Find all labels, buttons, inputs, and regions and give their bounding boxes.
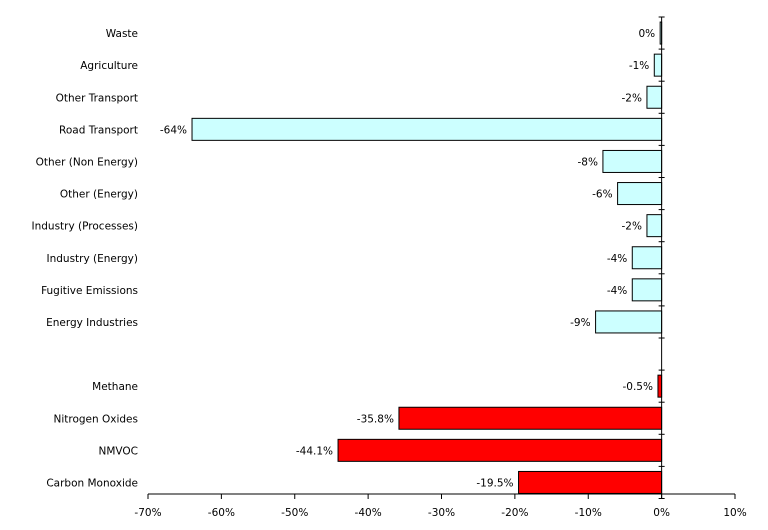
category-label-energy-industries: Energy Industries: [46, 317, 138, 329]
category-label-road-transport: Road Transport: [59, 124, 138, 136]
category-label-methane: Methane: [92, 381, 138, 393]
bar-energy-industries: [595, 310, 663, 334]
bar-road-transport: [191, 117, 663, 141]
value-tick-label: 0%: [653, 507, 670, 519]
bar-carbon-monoxide: [518, 470, 663, 494]
value-label-fugitive-emissions: -4%: [607, 285, 627, 297]
bar-nmvoc: [337, 438, 663, 462]
value-tick-label: -40%: [355, 507, 382, 519]
value-label-industry-processes: -2%: [621, 221, 641, 233]
value-tick-label: -10%: [575, 507, 602, 519]
value-label-nmvoc: -44.1%: [296, 445, 333, 457]
bar-fugitive-emissions: [631, 278, 663, 302]
value-label-other-non-energy: -8%: [577, 156, 597, 168]
category-label-carbon-monoxide: Carbon Monoxide: [46, 477, 138, 489]
bar-layer: [191, 21, 663, 494]
value-label-waste: 0%: [638, 28, 655, 40]
value-tick-label: -60%: [208, 507, 235, 519]
bar-agriculture: [653, 53, 663, 77]
value-label-other-energy: -6%: [592, 189, 612, 201]
value-label-nitrogen-oxides: -35.8%: [357, 413, 394, 425]
value-tick-label: -20%: [501, 507, 528, 519]
value-label-agriculture: -1%: [629, 60, 649, 72]
value-tick-label: -50%: [281, 507, 308, 519]
bar-other-energy: [617, 182, 663, 206]
value-tick-label: 10%: [723, 507, 746, 519]
bar-industry-processes: [646, 214, 663, 238]
category-label-nmvoc: NMVOC: [98, 445, 138, 457]
value-label-energy-industries: -9%: [570, 317, 590, 329]
category-label-waste: Waste: [106, 28, 138, 40]
value-tick-label: -30%: [428, 507, 455, 519]
category-label-agriculture: Agriculture: [80, 60, 138, 72]
category-label-other-energy: Other (Energy): [60, 189, 138, 201]
bar-industry-energy: [631, 246, 663, 270]
bar-other-transport: [646, 85, 663, 109]
value-label-other-transport: -2%: [621, 92, 641, 104]
category-label-nitrogen-oxides: Nitrogen Oxides: [53, 413, 138, 425]
bar-methane: [657, 374, 663, 398]
bar-other-non-energy: [602, 149, 663, 173]
category-label-fugitive-emissions: Fugitive Emissions: [41, 285, 138, 297]
category-label-other-non-energy: Other (Non Energy): [36, 156, 138, 168]
value-tick-label: -70%: [134, 507, 161, 519]
value-label-methane: -0.5%: [622, 381, 652, 393]
label-layer: 0% Waste -1% Agriculture -2% Other Transport -…: [32, 28, 747, 519]
axes-layer: [147, 16, 736, 499]
value-label-road-transport: -64%: [160, 124, 187, 136]
category-label-industry-energy: Industry (Energy): [47, 253, 138, 265]
value-label-carbon-monoxide: -19.5%: [476, 477, 513, 489]
bar-nitrogen-oxides: [398, 406, 663, 430]
category-label-industry-processes: Industry (Processes): [32, 221, 138, 233]
category-label-other-transport: Other Transport: [56, 92, 138, 104]
value-label-industry-energy: -4%: [607, 253, 627, 265]
